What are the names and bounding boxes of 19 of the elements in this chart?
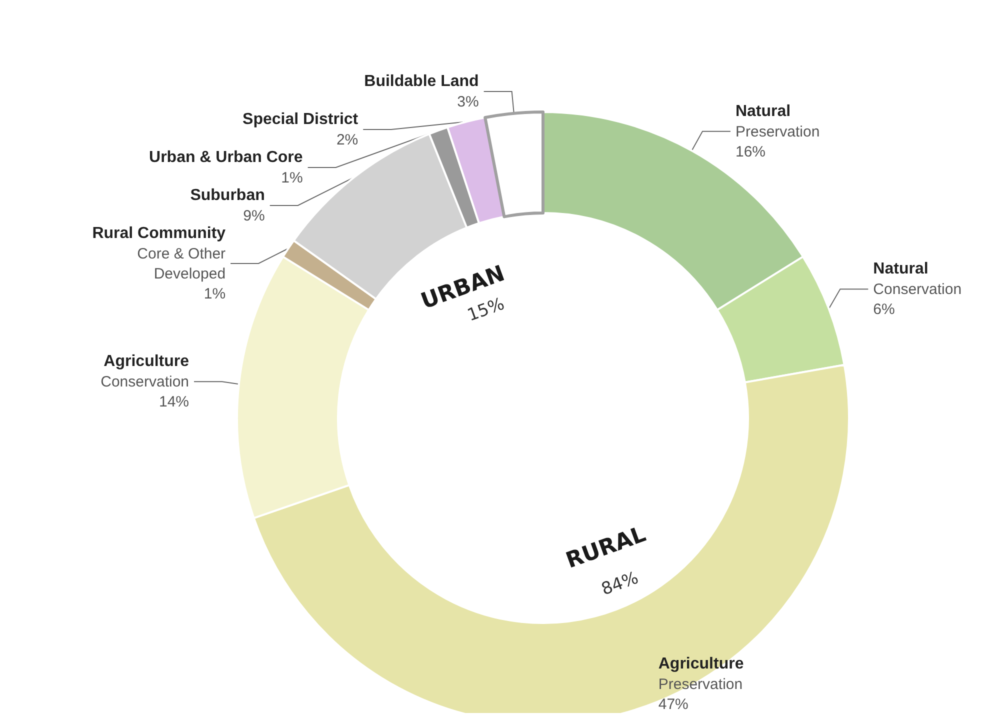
data-label: 14% (158, 394, 190, 411)
data-label: 9% (243, 207, 265, 224)
data-label: 2% (336, 131, 358, 148)
slice-label: Suburban (190, 186, 265, 204)
slice-label: Agriculture Preservation (658, 656, 744, 693)
data-label: 47% (658, 696, 688, 713)
data-label: 1% (281, 169, 303, 186)
slice-label: Urban & Urban Core (149, 148, 303, 166)
slice-label: Buildable Land (364, 72, 479, 90)
slice-label: Special District (242, 110, 359, 128)
data-label: 3% (457, 93, 479, 110)
data-label: 16% (735, 143, 766, 160)
slice-label: Natural Preservation (735, 102, 820, 140)
text: 84% (598, 568, 642, 600)
slice-label: Agriculture Conservation (100, 353, 190, 391)
data-label: 6% (873, 301, 895, 318)
slice-label: Rural Community Core & Other Developed (92, 224, 226, 282)
slice-label: Natural Conservation (873, 260, 962, 298)
data-label: 1% (204, 285, 226, 302)
